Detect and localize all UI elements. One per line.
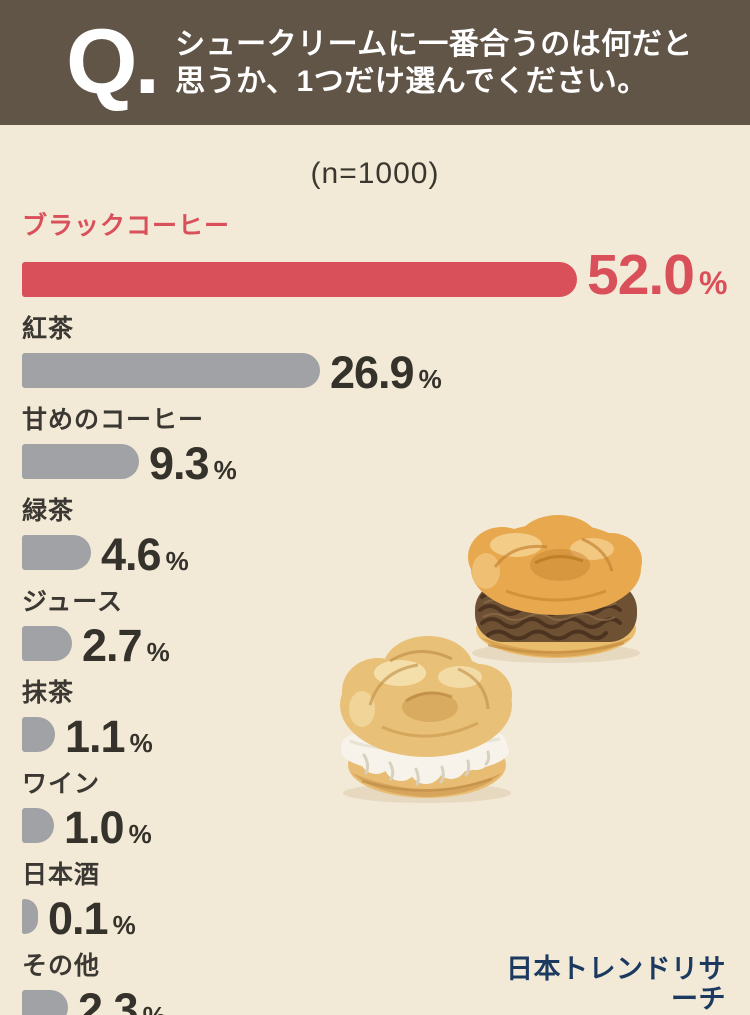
bar — [22, 626, 72, 661]
percent-sign: % — [128, 819, 152, 849]
percent-sign: % — [418, 364, 442, 394]
value-label: 9.3% — [149, 441, 237, 486]
question-mark-label: Q. — [66, 11, 160, 114]
bar-line: 0.1% — [22, 896, 750, 941]
value-number: 2.7 — [82, 620, 143, 671]
value-label: 1.0% — [64, 805, 152, 850]
value-number: 1.1 — [65, 711, 126, 762]
question-header: Q. シュークリームに一番合うのは何だと 思うか、1つだけ選んでください。 — [0, 0, 750, 125]
category-label: 抹茶 — [22, 679, 75, 707]
cream-puffs-illustration — [340, 515, 642, 803]
bar-chart: ブラックコーヒー 52.0% 紅茶 26.9% 甘めのコーヒー 9.3% 緑茶 4.6% ジュー… — [0, 213, 750, 1015]
value-number: 52.0 — [587, 243, 695, 307]
value-number: 26.9 — [330, 347, 415, 398]
percent-sign: % — [146, 637, 170, 667]
value-number: 0.1 — [48, 893, 109, 944]
bar-line: 2.3% — [22, 987, 750, 1015]
chart-row: 甘めのコーヒー 9.3% — [22, 406, 750, 486]
bar — [22, 808, 54, 843]
chart-row: その他 2.3% — [22, 953, 750, 1015]
value-number: 9.3 — [149, 438, 210, 489]
bar — [22, 717, 55, 752]
category-label: ブラックコーヒー — [22, 212, 231, 240]
bar — [22, 990, 68, 1015]
bar — [22, 262, 577, 297]
value-number: 4.6 — [101, 529, 162, 580]
bar-line: 52.0% — [22, 247, 750, 304]
value-number: 2.3 — [78, 984, 139, 1015]
bar — [22, 444, 139, 479]
percent-sign: % — [165, 546, 189, 576]
chart-row: 紅茶 26.9% — [22, 315, 750, 395]
value-label: 2.7% — [82, 623, 170, 668]
chart-row: ブラックコーヒー 52.0% — [22, 212, 750, 304]
category-label: その他 — [22, 952, 101, 980]
whipped-cream-puff — [340, 636, 512, 803]
value-label: 0.1% — [48, 896, 136, 941]
percent-sign: % — [213, 455, 237, 485]
category-label: ジュース — [22, 588, 124, 616]
question-line-1: シュークリームに一番合うのは何だと — [175, 27, 693, 61]
value-label: 1.1% — [65, 714, 153, 759]
bar — [22, 899, 38, 934]
chart-row: ワイン 1.0% — [22, 770, 750, 850]
percent-sign: % — [112, 910, 136, 940]
percent-sign: % — [143, 1003, 166, 1015]
chart-row: 抹茶 1.1% — [22, 679, 750, 759]
bar — [22, 353, 320, 388]
sample-size-label: (n=1000) — [310, 157, 440, 190]
bar — [22, 535, 91, 570]
category-label: 甘めのコーヒー — [22, 406, 205, 434]
value-label: 52.0% — [587, 247, 727, 304]
category-label: 紅茶 — [22, 315, 75, 343]
chart-row: ジュース 2.7% — [22, 588, 750, 668]
bar-line: 9.3% — [22, 441, 750, 486]
chart-row: 日本酒 0.1% — [22, 861, 750, 941]
bar-line: 1.0% — [22, 805, 750, 850]
bar-line: 26.9% — [22, 350, 750, 395]
question-text: シュークリームに一番合うのは何だと 思うか、1つだけ選んでください。 — [175, 26, 693, 100]
percent-sign: % — [698, 265, 728, 301]
bar-line: 2.7% — [22, 623, 750, 668]
value-label: 26.9% — [330, 350, 442, 395]
chart-row: 緑茶 4.6% — [22, 497, 750, 577]
bar-line: 4.6% — [22, 532, 750, 577]
brand-logo: 日本トレンドリサーチ — [506, 954, 726, 1014]
percent-sign: % — [129, 728, 153, 758]
bar-line: 1.1% — [22, 714, 750, 759]
value-label: 4.6% — [101, 532, 189, 577]
value-label: 2.3% — [78, 987, 166, 1015]
category-label: ワイン — [22, 770, 101, 798]
value-number: 1.0 — [64, 802, 125, 853]
category-label: 緑茶 — [22, 497, 75, 525]
chocolate-cream-puff — [468, 515, 642, 663]
question-line-2: 思うか、1つだけ選んでください。 — [175, 64, 648, 98]
category-label: 日本酒 — [22, 861, 101, 889]
